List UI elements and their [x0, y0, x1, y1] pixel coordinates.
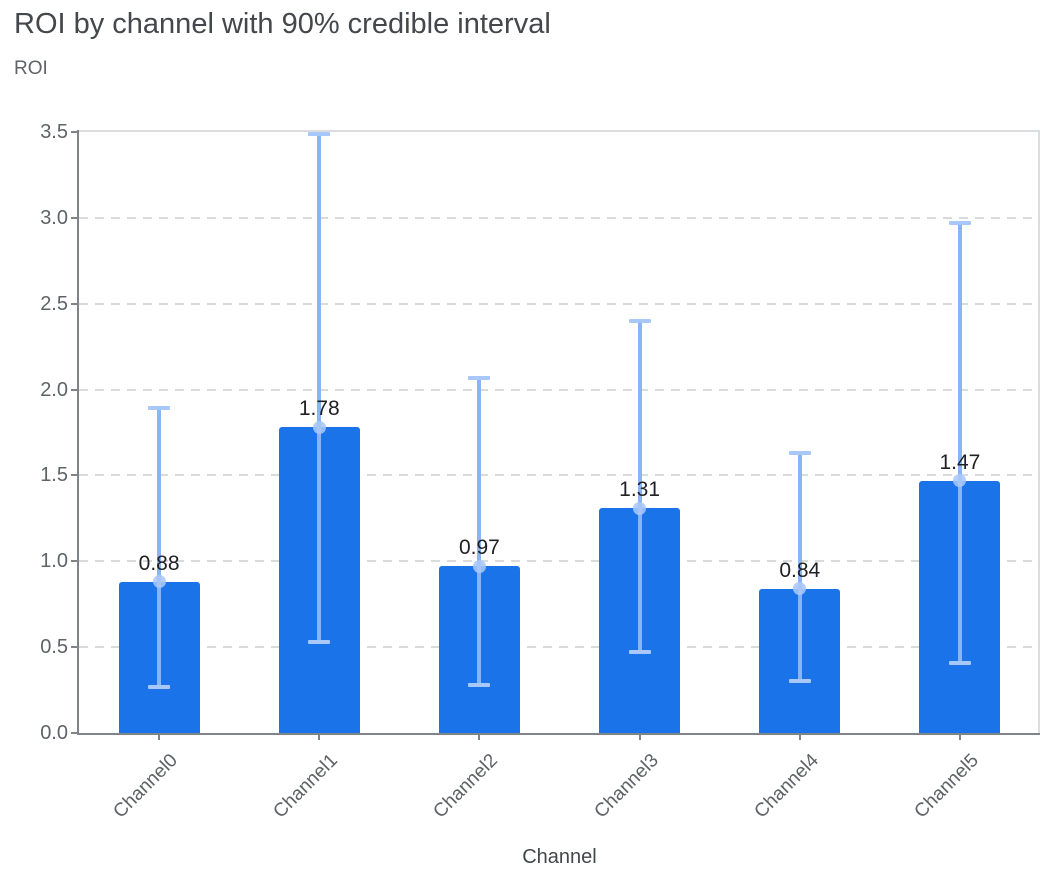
error-bar-cap-bottom: [148, 684, 171, 689]
x-axis-line: [77, 733, 1040, 735]
y-tick-label: 2.5: [40, 292, 68, 315]
plot-frame-top: [79, 130, 1040, 132]
error-bar-cap-top: [788, 451, 811, 456]
error-bar-cap-bottom: [468, 682, 491, 687]
y-tick-label: 0.5: [40, 636, 68, 659]
bar-value-label: 0.97: [458, 536, 500, 560]
gridline: [79, 216, 1040, 219]
error-bar-line: [797, 453, 802, 682]
error-bar-mean-dot: [152, 575, 166, 589]
error-bar-cap-top: [628, 318, 651, 323]
bar-value-label: 1.78: [298, 397, 340, 421]
error-bar-cap-bottom: [628, 650, 651, 655]
x-tick-mark: [958, 733, 961, 740]
y-tick-mark: [71, 388, 79, 391]
error-bar-mean-dot: [793, 582, 807, 596]
y-tick-label: 1.0: [40, 550, 68, 573]
y-tick-mark: [71, 216, 79, 219]
x-category-label-Channel1: Channel1: [269, 750, 343, 823]
error-bar-mean-dot: [312, 420, 326, 434]
gridline: [79, 646, 1040, 649]
y-tick-label: 3.0: [40, 206, 68, 229]
x-axis-title: Channel: [522, 846, 597, 868]
x-tick-mark: [638, 733, 641, 740]
error-bar-line: [157, 408, 162, 687]
error-bar-cap-bottom: [948, 660, 971, 665]
bar-value-label: 0.84: [779, 558, 821, 582]
x-category-label-Channel2: Channel2: [429, 750, 503, 823]
error-bar-cap-bottom: [308, 639, 331, 644]
error-bar-cap-top: [468, 375, 491, 380]
x-category-label-Channel3: Channel3: [590, 750, 663, 823]
y-tick-label: 2.0: [40, 378, 68, 401]
x-tick-mark: [318, 733, 321, 740]
error-bar-cap-top: [948, 221, 971, 225]
y-tick-mark: [71, 131, 79, 133]
error-bar-mean-dot: [953, 474, 967, 488]
error-bar-line: [477, 377, 482, 685]
gridline: [79, 560, 1040, 563]
y-axis-line: [77, 130, 79, 733]
y-tick-label: 1.5: [40, 464, 68, 487]
error-bar-line: [957, 223, 962, 663]
plot-frame-right: [1038, 130, 1040, 733]
plot-area: 0.88 1.78 0.97 1.31 0.84 1.47: [77, 130, 1040, 735]
error-bar-mean-dot: [633, 501, 647, 515]
y-tick-mark: [71, 560, 79, 563]
error-bar-cap-bottom: [788, 679, 811, 684]
bar-value-label: 1.47: [939, 450, 981, 474]
error-bar-cap-top: [308, 131, 331, 136]
gridline: [79, 302, 1040, 305]
y-tick-label: 3.5: [40, 121, 68, 143]
error-bar-mean-dot: [472, 559, 486, 573]
chart-title: ROI by channel with 90% credible interva…: [14, 8, 551, 40]
bar-value-label: 1.31: [619, 478, 661, 502]
y-tick-mark: [71, 474, 79, 477]
x-category-label-Channel4: Channel4: [750, 750, 823, 823]
gridline: [79, 474, 1040, 477]
x-category-label-Channel0: Channel0: [109, 750, 182, 823]
x-tick-mark: [478, 733, 481, 740]
x-tick-mark: [798, 733, 801, 740]
y-tick-mark: [71, 302, 79, 305]
x-category-label-Channel5: Channel5: [910, 750, 983, 823]
gridline: [79, 388, 1040, 391]
y-tick-label: 0.0: [40, 722, 68, 744]
x-tick-mark: [158, 733, 161, 740]
error-bar-line: [317, 133, 322, 642]
error-bar-line: [637, 320, 642, 653]
bar-value-label: 0.88: [138, 551, 180, 575]
y-tick-mark: [71, 646, 79, 649]
error-bar-cap-top: [148, 406, 171, 411]
y-tick-mark: [71, 732, 79, 734]
y-axis-title: ROI: [14, 58, 48, 79]
